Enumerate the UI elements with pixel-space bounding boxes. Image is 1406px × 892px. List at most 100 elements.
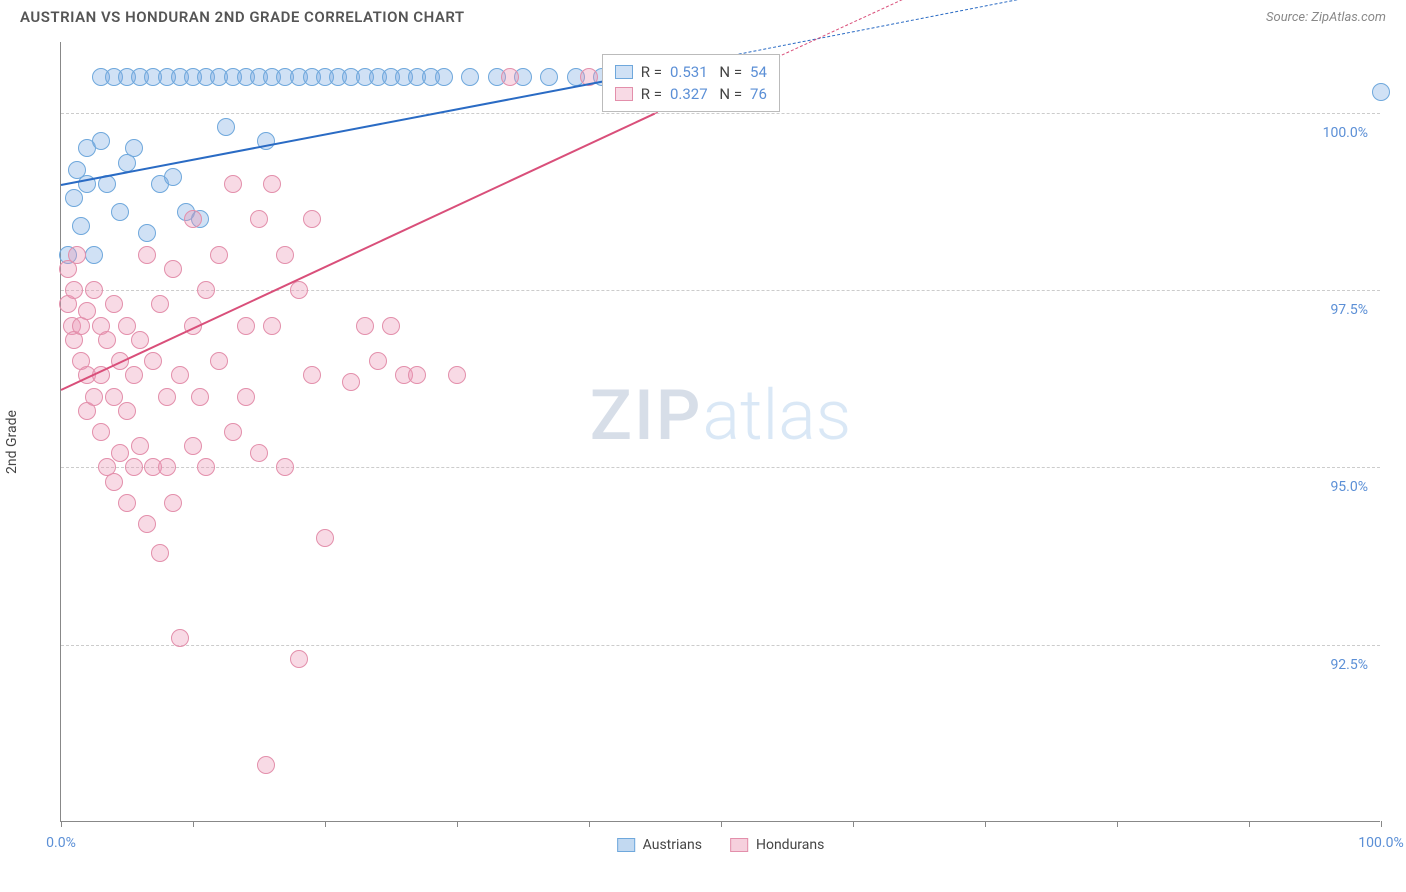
legend-label: Hondurans <box>756 837 824 853</box>
legend-r-value: 0.531 <box>670 63 708 81</box>
scatter-point <box>237 388 255 406</box>
scatter-point <box>210 246 228 264</box>
legend-r-label: R = <box>641 63 662 81</box>
chart-header: AUSTRIAN VS HONDURAN 2ND GRADE CORRELATI… <box>0 0 1406 32</box>
x-tick <box>1117 821 1118 827</box>
scatter-point <box>111 203 129 221</box>
scatter-point <box>111 444 129 462</box>
x-tick <box>589 821 590 827</box>
scatter-point <box>68 246 86 264</box>
bottom-legend-item: Hondurans <box>730 837 824 853</box>
scatter-point <box>131 331 149 349</box>
scatter-point <box>171 366 189 384</box>
watermark-atlas: atlas <box>702 375 851 457</box>
scatter-point <box>1372 83 1390 101</box>
scatter-point <box>408 366 426 384</box>
legend-swatch <box>615 65 633 79</box>
legend-n-label: N = <box>716 63 742 81</box>
scatter-point <box>125 139 143 157</box>
scatter-point <box>105 473 123 491</box>
scatter-point <box>72 217 90 235</box>
scatter-point <box>250 444 268 462</box>
scatter-point <box>85 388 103 406</box>
gridline <box>61 113 1380 114</box>
scatter-point <box>276 246 294 264</box>
scatter-point <box>158 388 176 406</box>
scatter-point <box>316 529 334 547</box>
scatter-point <box>138 224 156 242</box>
x-tick <box>853 821 854 827</box>
watermark-zip: ZIP <box>590 375 703 457</box>
scatter-point <box>105 388 123 406</box>
scatter-point <box>85 246 103 264</box>
scatter-point <box>217 118 235 136</box>
bottom-legend-item: Austrians <box>617 837 702 853</box>
gridline <box>61 290 1380 291</box>
x-tick-label: 0.0% <box>46 835 76 851</box>
scatter-point <box>164 494 182 512</box>
scatter-point <box>540 68 558 86</box>
scatter-point <box>131 437 149 455</box>
scatter-point <box>125 366 143 384</box>
scatter-point <box>501 68 519 86</box>
scatter-point <box>382 317 400 335</box>
legend-r-value: 0.327 <box>670 85 708 103</box>
watermark: ZIPatlas <box>590 375 852 457</box>
legend-n-label: N = <box>716 85 742 103</box>
legend-row: R =0.327 N =76 <box>615 83 767 105</box>
y-tick-label: 92.5% <box>1330 657 1368 673</box>
scatter-point <box>224 175 242 193</box>
legend-label: Austrians <box>643 837 702 853</box>
gridline <box>61 467 1380 468</box>
scatter-point <box>197 281 215 299</box>
trend-line <box>61 70 655 185</box>
scatter-point <box>448 366 466 384</box>
scatter-point <box>78 302 96 320</box>
scatter-point <box>92 132 110 150</box>
scatter-point <box>290 650 308 668</box>
scatter-point <box>138 246 156 264</box>
scatter-point <box>151 295 169 313</box>
scatter-point <box>356 317 374 335</box>
scatter-point <box>303 210 321 228</box>
scatter-point <box>118 402 136 420</box>
scatter-point <box>342 373 360 391</box>
gridline <box>61 645 1380 646</box>
scatter-point <box>65 189 83 207</box>
legend-n-value: 54 <box>750 63 767 81</box>
y-tick-label: 100.0% <box>1323 125 1368 141</box>
scatter-point <box>144 352 162 370</box>
scatter-point <box>263 175 281 193</box>
x-tick-label: 100.0% <box>1358 835 1403 851</box>
scatter-point <box>263 317 281 335</box>
y-tick-label: 95.0% <box>1330 479 1368 495</box>
scatter-point <box>197 458 215 476</box>
y-tick-label: 97.5% <box>1330 302 1368 318</box>
scatter-point <box>290 281 308 299</box>
x-tick <box>325 821 326 827</box>
scatter-point <box>118 317 136 335</box>
scatter-point <box>138 515 156 533</box>
correlation-legend: R = 0.531 N = 54R = 0.327 N = 76 <box>602 54 780 112</box>
y-axis-label: 2nd Grade <box>4 410 20 474</box>
scatter-point <box>118 494 136 512</box>
scatter-point <box>435 68 453 86</box>
plot-area: ZIPatlas AustriansHondurans 92.5%95.0%97… <box>60 42 1380 822</box>
scatter-point <box>184 210 202 228</box>
x-tick <box>457 821 458 827</box>
scatter-point <box>303 366 321 384</box>
chart-source: Source: ZipAtlas.com <box>1266 10 1386 25</box>
scatter-point <box>171 629 189 647</box>
scatter-point <box>237 317 255 335</box>
scatter-point <box>105 295 123 313</box>
scatter-point <box>98 331 116 349</box>
scatter-point <box>250 210 268 228</box>
scatter-point <box>210 352 228 370</box>
legend-n-value: 76 <box>750 85 767 103</box>
chart-title: AUSTRIAN VS HONDURAN 2ND GRADE CORRELATI… <box>20 8 465 26</box>
legend-row: R = 0.531 N = 54 <box>615 61 767 83</box>
x-tick <box>1381 821 1382 827</box>
scatter-point <box>184 437 202 455</box>
bottom-legend: Austrians Hondurans <box>617 837 825 853</box>
scatter-point <box>92 423 110 441</box>
